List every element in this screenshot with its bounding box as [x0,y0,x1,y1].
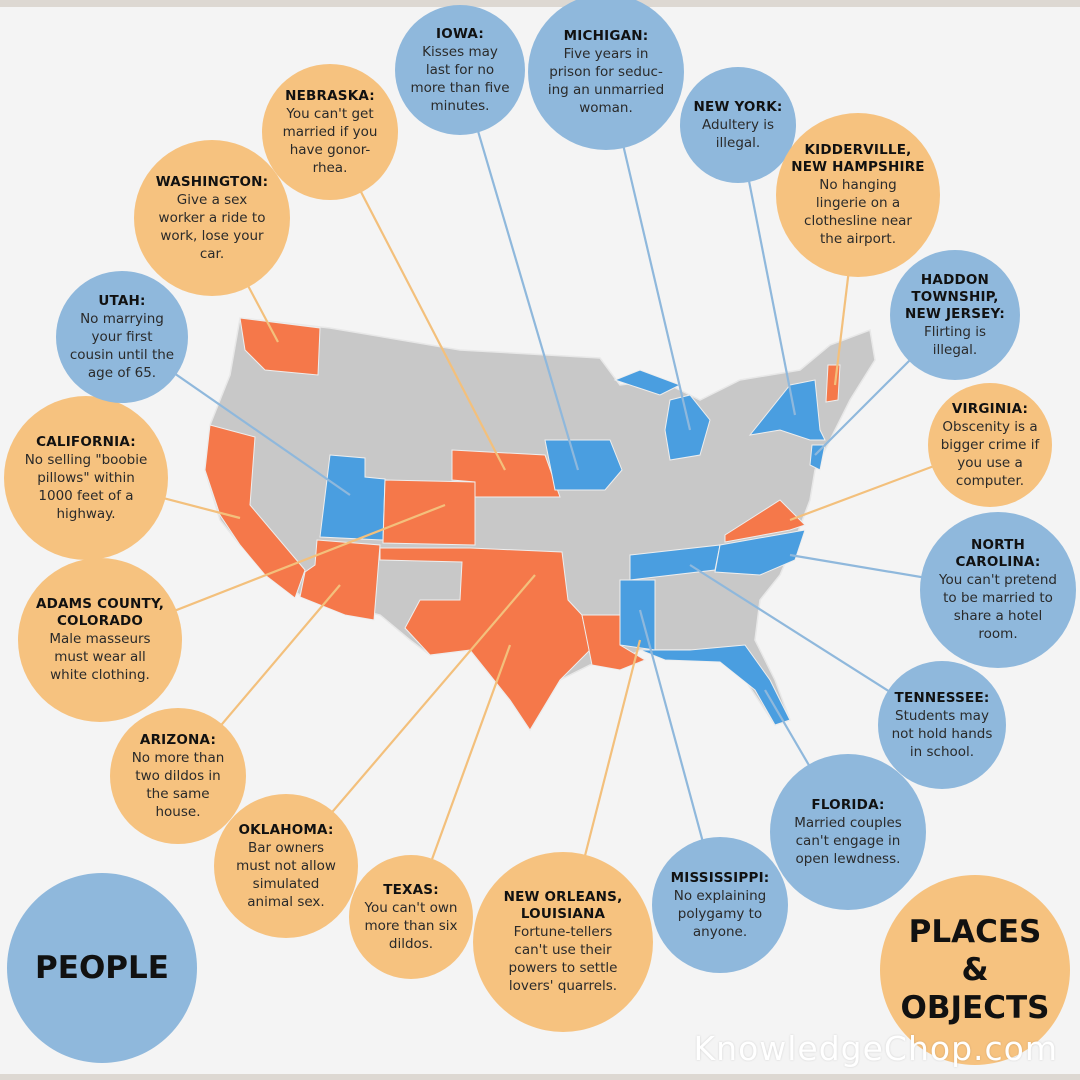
law-text: No hanging lingerie on a clothesline nea… [804,177,912,247]
law-text: Give a sex worker a ride to work, lose y… [158,191,266,262]
law-title: WASHINGTON: [155,173,269,190]
law-bubble: MISSISSIPPI: No explaining polygamy to an… [652,837,788,973]
state-iowa [544,439,623,491]
law-bubble: TEXAS: You can't own more than six dildos… [349,855,473,979]
law-text: Married couples can't engage in open lew… [794,814,902,867]
state-michigan-lower [664,394,711,461]
law-text: You can't get married if you have gonor-… [282,105,378,176]
law-title: NEBRASKA: [285,87,375,104]
law-bubble: ADAMS COUNTY, COLORADO Male masseurs must… [18,558,182,722]
connector-line [458,69,580,471]
law-text: No explaining polygamy to anyone. [673,887,767,940]
law-title: UTAH: [98,292,146,309]
law-text: Fortune-tellers can't use their powers t… [508,924,618,994]
law-bubble: NEW ORLEANS, LOUISIANA Fortune-tellers ca… [473,852,653,1032]
law-title: HADDON TOWNSHIP, NEW JERSEY: [905,271,1005,322]
law-title: TEXAS: [383,881,439,898]
legend-people-label: PEOPLE [35,950,169,986]
law-title: TENNESSEE: [894,689,990,706]
law-title: MICHIGAN: [563,27,649,44]
law-bubble: NEW YORK: Adultery is illegal. [680,67,796,183]
law-bubble: VIRGINIA: Obscenity is a bigger crime if … [928,383,1052,507]
law-text: Male masseurs must wear all white clothi… [49,631,151,683]
law-text: Adultery is illegal. [701,116,775,151]
watermark: KnowledgeChop.com [693,1029,1058,1068]
law-title: OKLAHOMA: [238,821,334,838]
legend-people: PEOPLE [7,873,197,1063]
law-text: Five years in prison for seduc- ing an u… [547,45,665,116]
law-bubble: IOWA: Kisses may last for no more than fi… [395,5,525,135]
law-bubble: KIDDERVILLE, NEW HAMPSHIRE No hanging lin… [776,113,940,277]
state-california [204,424,306,599]
state-utah [319,454,386,541]
law-title: NEW YORK: [693,98,783,115]
state-new-hampshire [825,364,841,403]
legend-places-label: PLACES & OBJECTS [900,914,1050,1026]
law-title: NEW ORLEANS, LOUISIANA [503,889,623,922]
law-text: No marrying your first cousin until the … [69,310,175,381]
law-bubble: OKLAHOMA: Bar owners must not allow simul… [214,794,358,938]
law-bubble: ARIZONA: No more than two dildos in the s… [110,708,246,844]
law-title: CALIFORNIA: [36,433,136,450]
state-florida [639,644,791,726]
law-bubble: HADDON TOWNSHIP, NEW JERSEY: Flirting is … [890,250,1020,380]
law-bubble: TENNESSEE: Students may not hold hands in… [878,661,1006,789]
law-text: Flirting is illegal. [923,323,987,358]
law-title: NORTH CAROLINA: [955,537,1041,570]
law-text: You can't own more than six dildos. [364,899,458,952]
law-bubble: UTAH: No marrying your first cousin until… [56,271,188,403]
state-colorado [382,479,476,546]
law-title: ADAMS COUNTY, COLORADO [35,596,165,629]
state-virginia [724,499,806,543]
law-bubble: CALIFORNIA: No selling "boobie pillows" w… [4,396,168,560]
law-bubble: FLORIDA: Married couples can't engage in … [770,754,926,910]
law-title: IOWA: [436,25,484,42]
law-text: Kisses may last for no more than five mi… [410,43,510,114]
law-title: VIRGINIA: [951,400,1029,417]
state-north-carolina [714,529,806,576]
state-mississippi [619,579,656,651]
state-washington [239,317,321,376]
law-text: Obscenity is a bigger crime if you use a… [940,418,1040,489]
law-text: No more than two dildos in the same hous… [131,749,225,820]
law-text: Students may not hold hands in school. [891,707,993,760]
law-bubble: NEBRASKA: You can't get married if you ha… [262,64,398,200]
law-title: MISSISSIPPI: [670,869,770,886]
law-text: You can't pretend to be married to share… [939,572,1057,642]
law-text: Bar owners must not allow simulated anim… [236,839,336,910]
state-new-york [748,379,826,441]
bottom-border [0,1074,1080,1080]
state-nebraska [451,449,561,498]
legend-places-objects: PLACES & OBJECTS [880,875,1070,1065]
law-title: ARIZONA: [139,731,217,748]
state-new-jersey [809,444,826,471]
law-text: No selling "boobie pillows" within 1000 … [24,451,148,522]
law-bubble: WASHINGTON: Give a sex worker a ride to w… [134,140,290,296]
law-bubble: MICHIGAN: Five years in prison for seduc-… [528,0,684,150]
state-texas-oklahoma [379,547,591,731]
law-title: KIDDERVILLE, NEW HAMPSHIRE [791,142,925,175]
top-border [0,0,1080,7]
law-bubble: NORTH CAROLINA: You can't pretend to be m… [920,512,1076,668]
law-title: FLORIDA: [811,796,885,813]
